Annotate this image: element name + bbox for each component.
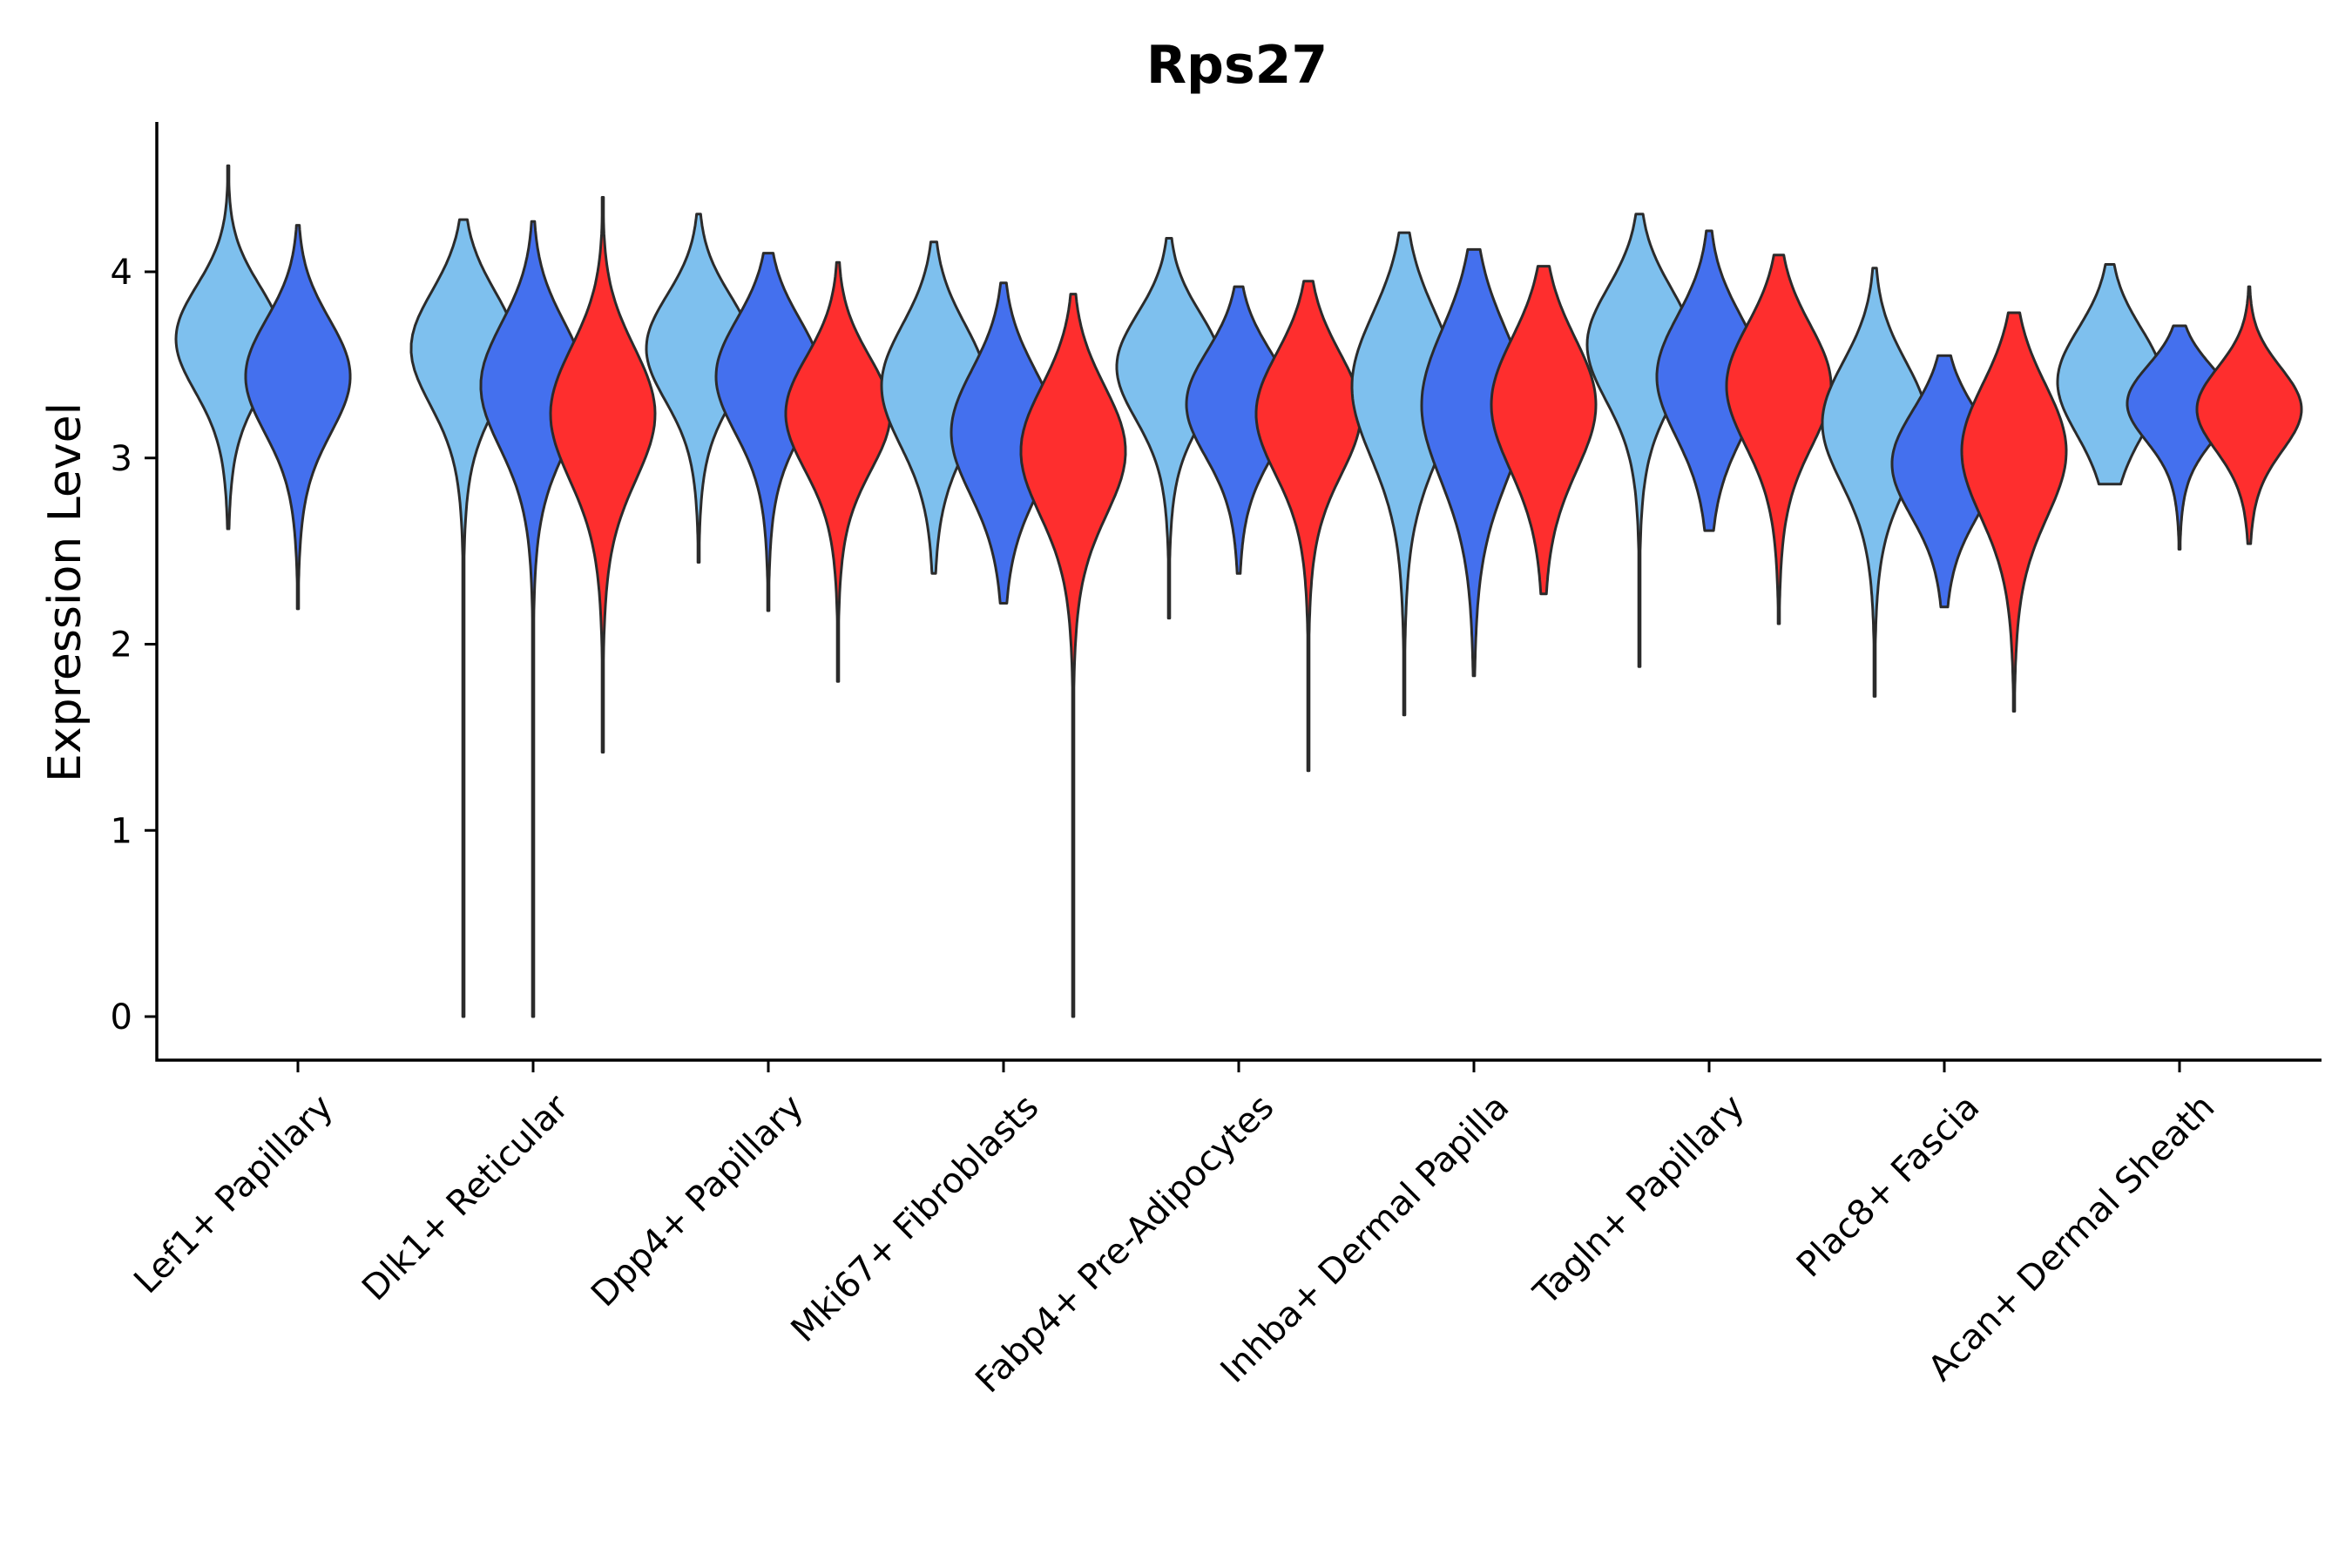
x-tick-label: Tagln+ Papillary bbox=[1525, 1087, 1752, 1314]
y-tick-label: 2 bbox=[111, 625, 132, 666]
y-tick-label: 4 bbox=[111, 253, 132, 293]
x-tick-label: Dlk1+ Reticular bbox=[355, 1087, 577, 1309]
violin-dlk1-reticular-s1 bbox=[479, 220, 587, 1018]
x-tick-label: Lef1+ Papillary bbox=[126, 1087, 341, 1301]
violin-plac8-fascia-s2 bbox=[1960, 311, 2068, 713]
y-tick-label: 0 bbox=[111, 997, 132, 1037]
chart-title: Rps27 bbox=[1146, 35, 1328, 96]
y-tick-label: 3 bbox=[111, 439, 132, 479]
violin-mki67-fibroblasts-s2 bbox=[1019, 293, 1127, 1018]
violin-fabp4-pre-adipocytes-s2 bbox=[1254, 280, 1362, 773]
violin-acan-dermal-sheath-s2 bbox=[2195, 285, 2303, 545]
x-tick-label: Mki67+ Fibroblasts bbox=[784, 1087, 1047, 1350]
violin-lef1-papillary-s1 bbox=[244, 224, 352, 611]
x-ticks-group: Lef1+ Papillary Dlk1+ Reticular Dpp4+ Papi… bbox=[126, 1060, 2222, 1401]
violin-tagln-papillary-s0 bbox=[1585, 213, 1693, 668]
violin-tagln-papillary-s2 bbox=[1725, 253, 1833, 625]
violin-dlk1-reticular-s2 bbox=[549, 196, 657, 754]
axes-group bbox=[155, 122, 2322, 1062]
y-axis-label: Expression Level bbox=[39, 402, 91, 782]
violin-lef1-papillary-s0 bbox=[174, 164, 282, 531]
x-tick-label: Plac8+ Fascia bbox=[1789, 1087, 1988, 1286]
x-tick-label: Dpp4+ Papillary bbox=[584, 1087, 811, 1315]
violins-group bbox=[174, 164, 2303, 1018]
y-ticks-group: 0 1 2 3 4 bbox=[111, 253, 157, 1037]
axes-lines bbox=[155, 122, 2322, 1062]
violin-inhba-dermal-papilla-s2 bbox=[1490, 265, 1598, 596]
y-tick-label: 1 bbox=[111, 811, 132, 851]
